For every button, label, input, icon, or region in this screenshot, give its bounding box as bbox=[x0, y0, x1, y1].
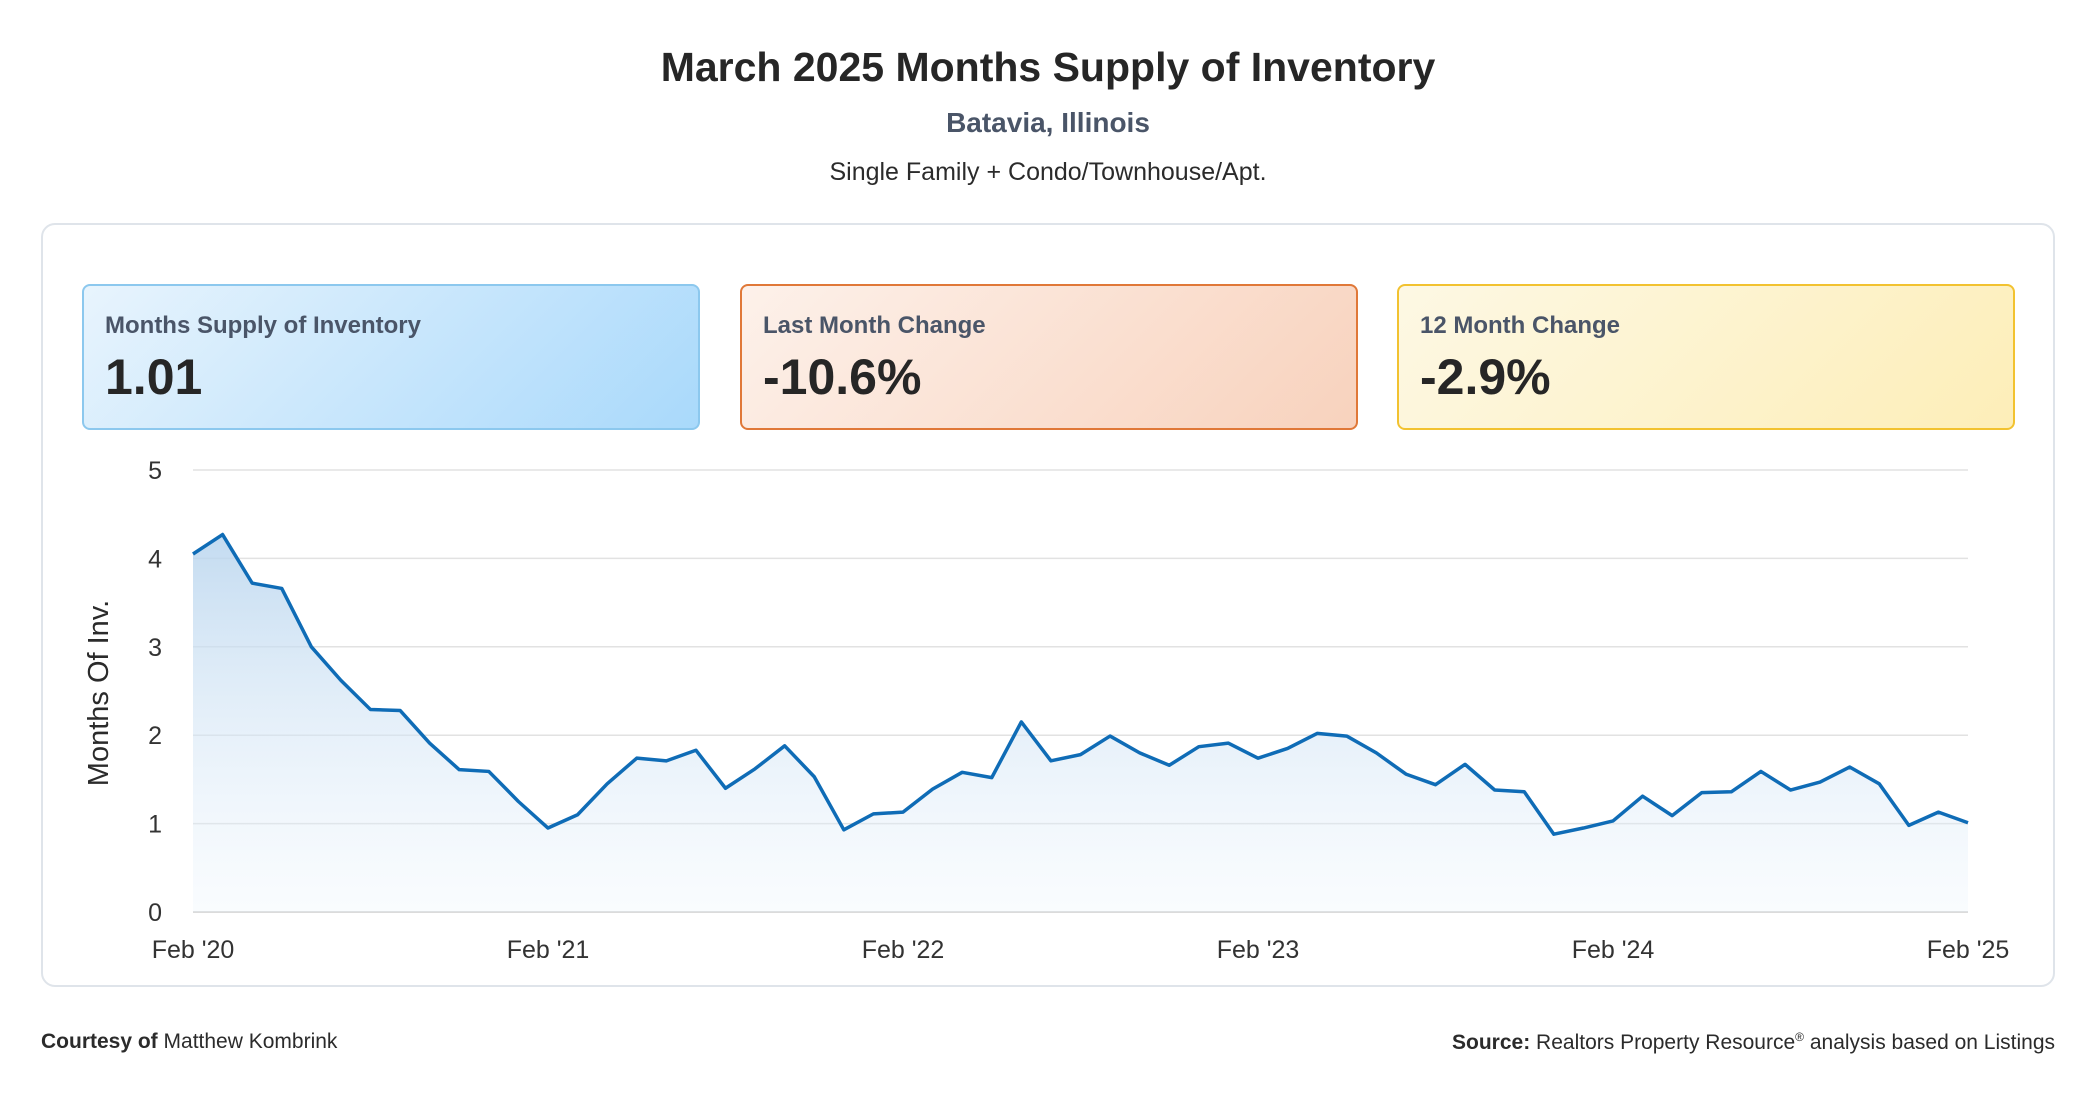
chart-description: Single Family + Condo/Townhouse/Apt. bbox=[829, 158, 1267, 186]
registered-mark: ® bbox=[1795, 1030, 1804, 1044]
x-tick-label: Feb '24 bbox=[1572, 936, 1655, 964]
x-tick-label: Feb '23 bbox=[1217, 936, 1300, 964]
y-tick-label: 2 bbox=[148, 722, 162, 750]
stat-value: 1.01 bbox=[105, 349, 203, 405]
y-tick-label: 3 bbox=[148, 634, 162, 662]
y-tick-label: 1 bbox=[148, 811, 162, 839]
y-tick-label: 4 bbox=[148, 545, 162, 573]
stat-card-months-supply: Months Supply of Inventory 1.01 bbox=[82, 284, 700, 430]
footer-source: Source: Realtors Property Resource® anal… bbox=[1452, 1030, 2055, 1055]
series-line bbox=[192, 532, 1969, 836]
y-tick-label: 0 bbox=[148, 899, 162, 927]
stat-value: -10.6% bbox=[763, 349, 922, 405]
x-tick-label: Feb '22 bbox=[862, 936, 945, 964]
courtesy-name: Matthew Kombrink bbox=[163, 1030, 338, 1053]
stat-value: -2.9% bbox=[1420, 349, 1551, 405]
y-tick-label: 5 bbox=[148, 457, 162, 485]
x-tick-label: Feb '25 bbox=[1927, 936, 2010, 964]
stat-card-12-month-change: 12 Month Change -2.9% bbox=[1397, 284, 2015, 430]
stat-label: Months Supply of Inventory bbox=[105, 312, 421, 339]
chart-title: March 2025 Months Supply of Inventory bbox=[660, 44, 1436, 90]
courtesy-label: Courtesy of bbox=[41, 1030, 158, 1053]
footer-courtesy: Courtesy of Matthew Kombrink bbox=[41, 1030, 337, 1054]
chart-subtitle: Batavia, Illinois bbox=[946, 107, 1150, 138]
stat-label: Last Month Change bbox=[763, 312, 986, 339]
series-area bbox=[193, 534, 1968, 912]
source-label: Source: bbox=[1452, 1031, 1531, 1054]
x-tick-label: Feb '20 bbox=[152, 936, 235, 964]
x-tick-label: Feb '21 bbox=[507, 936, 590, 964]
stat-label: 12 Month Change bbox=[1420, 312, 1621, 339]
stat-card-last-month-change: Last Month Change -10.6% bbox=[740, 284, 1358, 430]
source-text: Realtors Property Resource bbox=[1536, 1031, 1796, 1054]
y-axis-label: Months Of Inv. bbox=[83, 600, 115, 786]
source-text-2: analysis based on Listings bbox=[1809, 1031, 2055, 1054]
